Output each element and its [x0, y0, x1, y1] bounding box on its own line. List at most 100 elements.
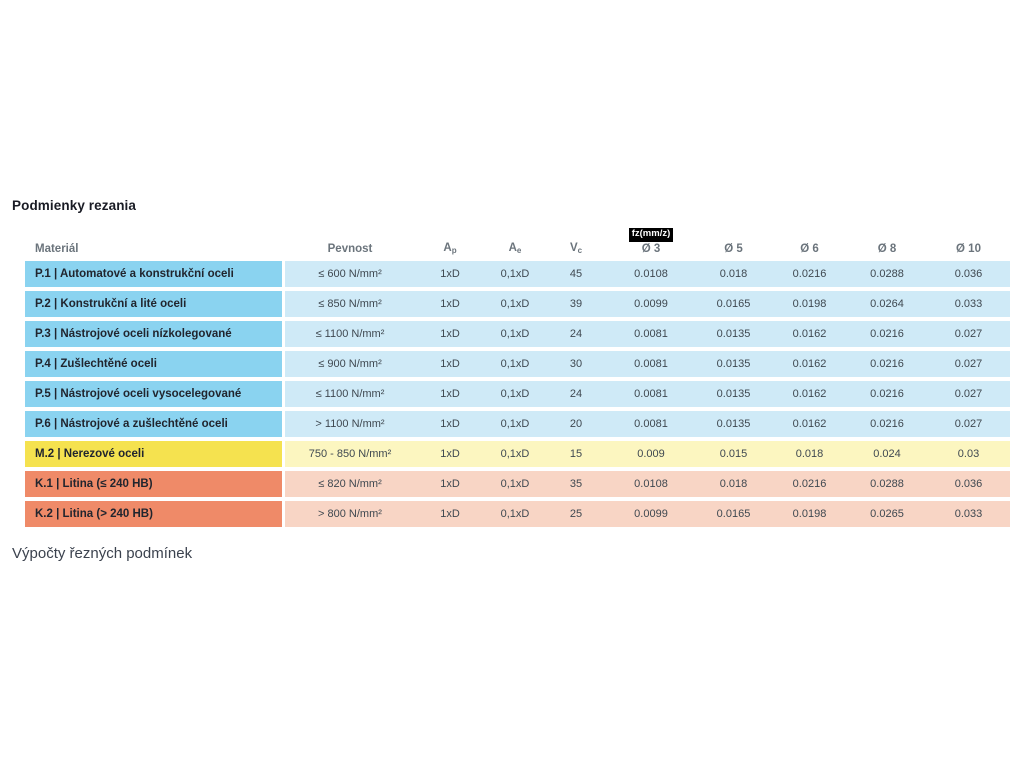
fz-d3-cell: 0.0081 — [634, 358, 668, 370]
fz-d5-cell: 0.0165 — [716, 508, 751, 520]
pevnost-cell: ≤ 850 N/mm² — [318, 298, 382, 310]
d3-label: Ø 3 — [641, 243, 661, 256]
vc-subscript: c — [577, 246, 583, 256]
table-row: P.5 | Nástrojové oceli vysocelegované ≤ … — [25, 381, 1010, 407]
fz-d3-cell: 0.009 — [637, 448, 665, 460]
ae-cell: 0,1xD — [500, 268, 530, 280]
table-row: K.1 | Litina (≤ 240 HB) ≤ 820 N/mm² 1xD … — [25, 471, 1010, 497]
fz-d8-cell: 0.0216 — [870, 418, 904, 430]
ae-cell: 0,1xD — [500, 328, 530, 340]
col-header-d3: fz(mm/z) Ø 3 — [607, 228, 695, 256]
fz-d8-cell: 0.0216 — [870, 358, 904, 370]
material-cell: P.6 | Nástrojové a zušlechtěné oceli — [25, 411, 285, 437]
pevnost-cell: ≤ 600 N/mm² — [318, 268, 382, 280]
ae-subscript: e — [516, 246, 522, 256]
fz-d6-cell: 0.0216 — [792, 478, 827, 490]
cutting-conditions-table: Materiál Pevnost Ap Ae Vc fz(mm/z) Ø 3 Ø… — [25, 225, 1010, 531]
table-row: K.2 | Litina (> 240 HB) > 800 N/mm² 1xD … — [25, 501, 1010, 527]
ap-cell: 1xD — [440, 328, 460, 340]
table-row: P.4 | Zušlechtěné oceli ≤ 900 N/mm² 1xD … — [25, 351, 1010, 377]
fz-d3-cell: 0.0108 — [634, 268, 668, 280]
page-title: Podmienky rezania — [12, 198, 136, 213]
col-header-d8: Ø 8 — [877, 243, 897, 256]
section-heading-calculations: Výpočty řezných podmínek — [12, 545, 193, 562]
pevnost-cell: > 1100 N/mm² — [315, 418, 385, 430]
table-row: P.6 | Nástrojové a zušlechtěné oceli > 1… — [25, 411, 1010, 437]
fz-d5-cell: 0.018 — [719, 268, 748, 280]
fz-d6-cell: 0.018 — [795, 448, 824, 460]
vc-cell: 24 — [569, 328, 583, 340]
pevnost-cell: > 800 N/mm² — [318, 508, 382, 520]
ap-cell: 1xD — [440, 448, 460, 460]
fz-d3-cell: 0.0099 — [634, 508, 668, 520]
pevnost-cell: 750 - 850 N/mm² — [308, 448, 392, 460]
fz-d3-cell: 0.0081 — [634, 328, 668, 340]
fz-d3-cell: 0.0081 — [634, 388, 668, 400]
material-cell: P.1 | Automatové a konstrukční oceli — [25, 261, 285, 287]
material-cell: P.3 | Nástrojové oceli nízkolegované — [25, 321, 285, 347]
table-row: P.3 | Nástrojové oceli nízkolegované ≤ 1… — [25, 321, 1010, 347]
fz-d5-cell: 0.0165 — [716, 298, 751, 310]
vc-cell: 25 — [569, 508, 583, 520]
ae-cell: 0,1xD — [500, 388, 530, 400]
ap-cell: 1xD — [440, 418, 460, 430]
pevnost-cell: ≤ 820 N/mm² — [318, 478, 382, 490]
fz-d10-cell: 0.027 — [954, 328, 983, 340]
fz-d10-cell: 0.027 — [954, 418, 983, 430]
vc-cell: 24 — [569, 388, 583, 400]
col-header-vc: Vc — [545, 242, 607, 256]
col-header-pevnost: Pevnost — [327, 243, 373, 256]
pevnost-cell: ≤ 1100 N/mm² — [315, 328, 385, 340]
ap-cell: 1xD — [440, 298, 460, 310]
fz-d3-cell: 0.0099 — [634, 298, 668, 310]
fz-d3-cell: 0.0108 — [634, 478, 668, 490]
material-cell: P.2 | Konstrukční a lité oceli — [25, 291, 285, 317]
fz-d8-cell: 0.024 — [873, 448, 901, 460]
fz-d6-cell: 0.0162 — [792, 328, 827, 340]
ap-cell: 1xD — [440, 358, 460, 370]
fz-d8-cell: 0.0265 — [870, 508, 904, 520]
fz-d10-cell: 0.033 — [954, 298, 983, 310]
fz-d5-cell: 0.0135 — [716, 388, 751, 400]
ae-cell: 0,1xD — [500, 508, 530, 520]
vc-cell: 45 — [569, 268, 583, 280]
ae-cell: 0,1xD — [500, 448, 530, 460]
pevnost-cell: ≤ 1100 N/mm² — [315, 388, 385, 400]
ae-cell: 0,1xD — [500, 298, 530, 310]
fz-d6-cell: 0.0216 — [792, 268, 827, 280]
ap-cell: 1xD — [440, 508, 460, 520]
ae-cell: 0,1xD — [500, 478, 530, 490]
fz-d6-cell: 0.0162 — [792, 418, 827, 430]
fz-d10-cell: 0.03 — [957, 448, 980, 460]
fz-d8-cell: 0.0216 — [870, 388, 904, 400]
fz-d10-cell: 0.036 — [954, 268, 983, 280]
table-row: P.2 | Konstrukční a lité oceli ≤ 850 N/m… — [25, 291, 1010, 317]
material-cell: P.4 | Zušlechtěné oceli — [25, 351, 285, 377]
material-cell: K.1 | Litina (≤ 240 HB) — [25, 471, 285, 497]
fz-d5-cell: 0.0135 — [716, 358, 751, 370]
ap-label: A — [443, 242, 452, 255]
fz-d8-cell: 0.0288 — [870, 268, 904, 280]
fz-d5-cell: 0.015 — [719, 448, 748, 460]
col-header-ae: Ae — [485, 242, 545, 256]
ap-cell: 1xD — [440, 478, 460, 490]
fz-d8-cell: 0.0264 — [870, 298, 904, 310]
material-cell: K.2 | Litina (> 240 HB) — [25, 501, 285, 527]
ae-cell: 0,1xD — [500, 358, 530, 370]
fz-d10-cell: 0.027 — [954, 358, 983, 370]
fz-d5-cell: 0.0135 — [716, 418, 751, 430]
pevnost-cell: ≤ 900 N/mm² — [318, 358, 382, 370]
ap-cell: 1xD — [440, 268, 460, 280]
fz-d10-cell: 0.033 — [954, 508, 983, 520]
fz-d10-cell: 0.027 — [954, 388, 983, 400]
table-header-row: Materiál Pevnost Ap Ae Vc fz(mm/z) Ø 3 Ø… — [25, 225, 1010, 261]
fz-d6-cell: 0.0162 — [792, 388, 827, 400]
fz-d6-cell: 0.0198 — [792, 298, 827, 310]
ae-cell: 0,1xD — [500, 418, 530, 430]
col-header-ap: Ap — [415, 242, 485, 256]
ap-cell: 1xD — [440, 388, 460, 400]
table-row: P.1 | Automatové a konstrukční oceli ≤ 6… — [25, 261, 1010, 287]
fz-d8-cell: 0.0216 — [870, 328, 904, 340]
vc-cell: 15 — [569, 448, 583, 460]
material-cell: P.5 | Nástrojové oceli vysocelegované — [25, 381, 285, 407]
